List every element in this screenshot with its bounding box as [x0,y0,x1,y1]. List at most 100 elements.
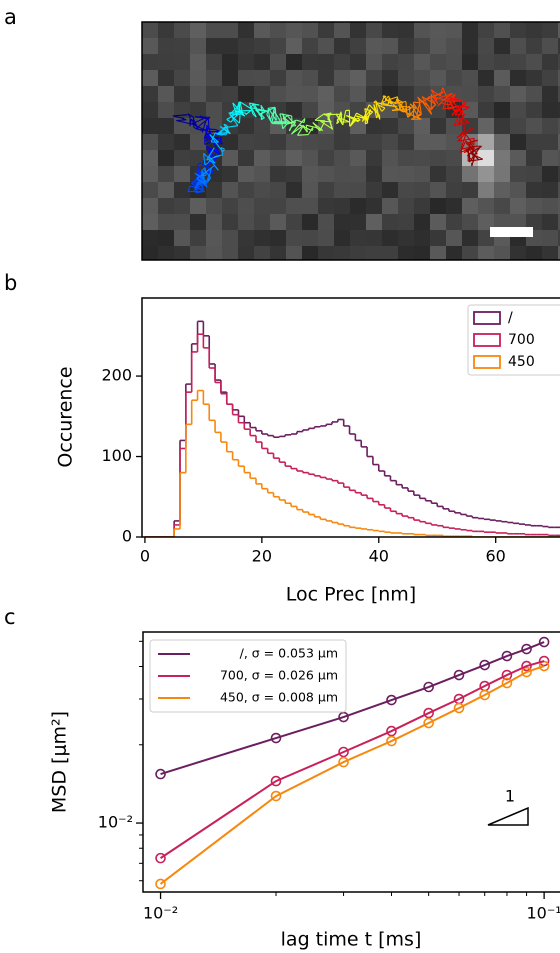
pixel [478,198,494,214]
pixel [542,38,558,54]
trajectory-segment [391,109,405,111]
pixel [462,246,478,260]
pixel [414,118,430,134]
trajectory-segment [434,99,439,104]
trajectory-segment [439,87,444,97]
trajectory-segment [297,134,309,136]
x-tick-label: 0 [140,547,150,566]
pixel [526,70,542,86]
micrograph [142,22,560,260]
trajectory-segment [236,101,240,112]
pixel [526,166,542,182]
trajectory-segment [195,116,211,118]
trajectory-segment [210,132,216,143]
data-marker [270,775,282,787]
pixel [494,118,510,134]
pixel [350,150,366,166]
pixel [366,230,382,246]
legend-label: 450 [508,354,535,370]
pixel [382,70,398,86]
pixel [174,166,190,182]
trajectory-segment [461,106,470,112]
trajectory-segment [397,98,401,110]
pixel [366,70,382,86]
trajectory-segment [342,110,347,126]
legend-swatch [473,355,501,369]
pixel [414,134,430,150]
pixel [190,230,206,246]
x-tick-label: 10⁻¹ [527,904,560,923]
pixel [238,134,254,150]
trajectory-segment [388,95,390,99]
trajectory-segment [202,168,212,179]
trajectory-segment [200,173,205,177]
pixel [542,150,558,166]
y-axis-label: MSD [μm²] [49,711,71,813]
trajectory-segment [206,132,212,139]
pixel [350,70,366,86]
trajectory-segment [462,118,470,123]
pixel [222,246,238,260]
pixel [414,246,430,260]
pixel [270,182,286,198]
data-marker [386,725,397,737]
trajectory-segment [413,103,422,115]
pixel [542,182,558,198]
series-line [159,665,545,885]
pixel [158,150,174,166]
pixel [286,70,302,86]
pixel [398,166,414,182]
pixel [526,54,542,70]
data-marker [501,650,513,662]
pixel [270,230,286,246]
pixel [382,150,398,166]
pixel [254,134,270,150]
pixel [174,150,190,166]
trajectory-segment [196,127,203,132]
pixel [190,198,206,214]
scale-bar [490,227,533,237]
image-frame [141,21,560,261]
trajectory-segment [193,184,202,191]
trajectory-segment [320,120,332,123]
trajectory-segment [327,118,332,123]
trajectory-segment [457,137,475,142]
pixel [270,54,286,70]
pixel [398,134,414,150]
data-marker [453,702,465,714]
pixel [254,246,270,260]
pixel [334,246,350,260]
trajectory-segment [220,147,225,150]
pixel [302,102,318,118]
trajectory-segment [216,133,223,136]
pixel [558,38,560,54]
legend-label: 700 [508,332,535,348]
trajectory-segment [291,118,306,135]
legend-swatch [473,333,501,347]
pixel [238,198,254,214]
pixel [542,214,558,230]
trajectory-segment [453,121,470,127]
trajectory-segment [382,101,386,106]
pixel [238,230,254,246]
trajectory-segment [437,102,442,107]
pixel [206,230,222,246]
trajectory-segment [260,104,266,112]
trajectory-segment [207,167,212,182]
trajectory-segment [469,142,475,149]
pixel [526,22,542,38]
trajectory-segment [296,119,305,124]
trajectory-segment [282,121,290,130]
pixel [382,118,398,134]
pixel [478,86,494,102]
trajectory-segment [206,125,212,134]
pixel [318,22,334,38]
trajectory-segment [312,122,316,126]
trajectory-segment [458,99,463,102]
pixel [334,86,350,102]
pixel [254,166,270,182]
pixel [526,134,542,150]
trajectory-segment [306,124,316,129]
pixel [302,150,318,166]
data-marker [270,790,282,802]
